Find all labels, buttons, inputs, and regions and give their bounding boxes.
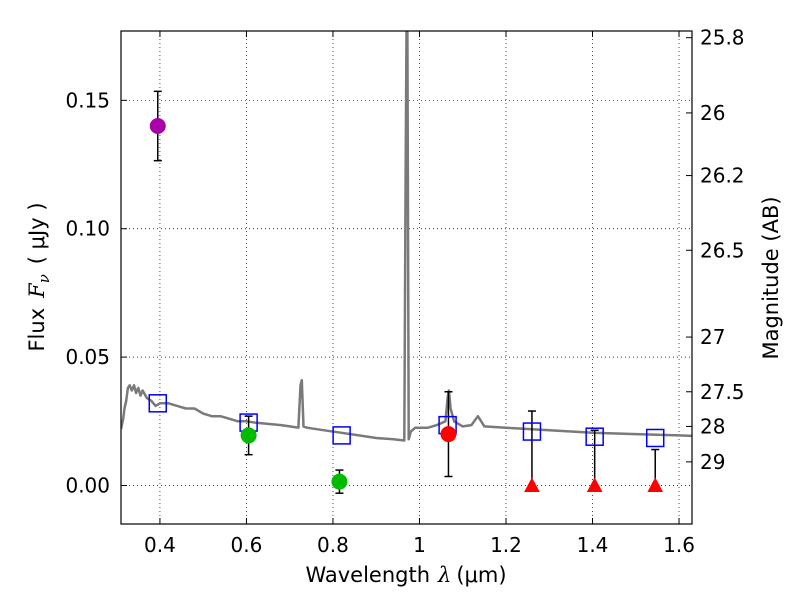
y-tick-label: 0.10	[65, 217, 110, 241]
upper-limit-triangle	[647, 477, 664, 492]
x-tick-label: 1.4	[577, 533, 609, 557]
y2-axis-label: Magnitude (AB)	[759, 196, 783, 359]
y2-tick-label: 27	[700, 325, 725, 349]
y2-tick-label: 25.8	[700, 26, 745, 50]
y2-tick-label: 29	[700, 450, 725, 474]
x-axis-label-unit: (μm)	[456, 563, 506, 587]
y2-tick-label: 26	[700, 101, 725, 125]
y2-tick-label: 26.5	[700, 238, 745, 262]
y-axis-label-unit: ( μJy )	[25, 202, 49, 264]
y2-tick-label: 26.2	[700, 164, 745, 188]
y-tick-label: 0.15	[65, 88, 110, 112]
x-tick-label: 1.2	[490, 533, 522, 557]
x-tick-label: 0.4	[144, 533, 176, 557]
measured-flux-point	[240, 427, 257, 444]
x-axis-label-prefix: Wavelength	[305, 563, 430, 587]
plot-frame	[120, 30, 693, 525]
measured-flux-point	[331, 473, 348, 490]
sed-spectrum-line	[121, 31, 692, 442]
model-photometry-square	[522, 422, 542, 441]
y2-tick-label: 27.5	[700, 380, 745, 404]
y-axis-label-subscript: ν	[35, 274, 53, 283]
y-axis-label: Flux Fν ( μJy )	[25, 202, 53, 351]
y-tick-label: 0.05	[65, 345, 110, 369]
x-axis-label-symbol: λ	[437, 563, 451, 587]
model-photometry-square	[645, 428, 665, 448]
measured-flux-point	[149, 118, 166, 135]
upper-limit-triangle	[586, 477, 603, 492]
x-axis-label: Wavelength λ (μm)	[305, 563, 506, 587]
measured-flux-point	[440, 426, 457, 443]
y-axis-label-symbol: F	[25, 282, 49, 299]
x-tick-label: 0.8	[317, 533, 349, 557]
model-photometry-square	[148, 394, 168, 413]
x-tick-label: 1.6	[663, 533, 695, 557]
axis-ticks: 0.4 0.6 0.8 1 1.2 1.4 1.6 0.00 0.05 0.10 0.15 25.8 2…	[65, 26, 744, 557]
x-tick-label: 1	[413, 533, 426, 557]
y-axis-label-prefix: Flux	[25, 308, 49, 352]
model-photometry-square	[332, 426, 351, 445]
y-tick-label: 0.00	[65, 473, 110, 497]
model-photometry-square	[585, 427, 604, 446]
upper-limit-triangle	[524, 477, 540, 492]
x-tick-label: 0.6	[231, 533, 263, 557]
plot-area	[121, 31, 692, 494]
y2-tick-label: 28	[700, 414, 725, 438]
